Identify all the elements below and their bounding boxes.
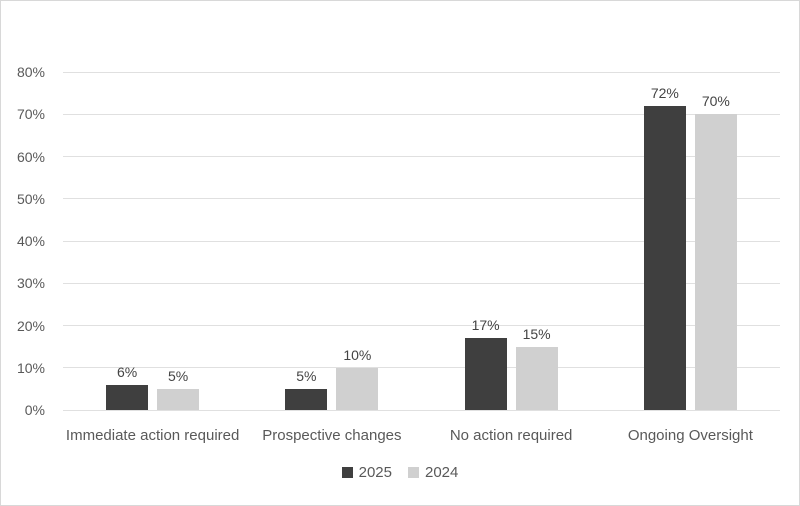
y-tick-label: 40% (16, 233, 45, 249)
category-label-3: No action required (449, 427, 573, 444)
bar-2024-2 (336, 367, 379, 410)
bar-2024-1 (157, 388, 200, 410)
legend-label-2025: 2025 (358, 464, 392, 481)
gridline-0 (63, 409, 780, 411)
bar-2025-2 (285, 388, 328, 410)
y-tick-label: 60% (16, 148, 45, 165)
y-tick-label: 0% (24, 402, 45, 418)
gridline-70 (63, 113, 780, 115)
gridline-60 (63, 156, 780, 157)
y-tick-label: 80% (16, 64, 45, 80)
bar-2024-3 (515, 346, 558, 410)
category-label-4: Ongoing Oversight (627, 427, 753, 444)
bar-2025-1 (106, 384, 149, 410)
gridline-20 (63, 325, 780, 326)
y-tick-label: 10% (16, 359, 45, 376)
legend-label-2024: 2024 (425, 464, 459, 481)
y-tick-label: 30% (16, 275, 45, 292)
data-label-2025-1: 6% (117, 363, 138, 380)
gridline-50 (63, 198, 780, 200)
data-label-2024-1: 5% (168, 367, 189, 384)
legend-item-2025: 2025 (341, 464, 392, 481)
bar-2025-4 (643, 105, 686, 410)
data-label-2024-3: 15% (522, 325, 551, 342)
data-label-2024-2: 10% (343, 346, 372, 363)
gridline-40 (63, 240, 780, 242)
gridline-80 (63, 71, 780, 73)
legend-swatch-2024 (408, 467, 419, 478)
bar-2024-4 (694, 114, 737, 410)
y-tick-label: 70% (16, 106, 45, 123)
y-tick-label: 50% (16, 190, 45, 207)
gridline-10 (63, 367, 780, 369)
data-label-2025-4: 72% (650, 84, 679, 101)
bar-2025-3 (464, 338, 507, 410)
category-label-1: Immediate action required (65, 427, 240, 444)
chart-legend: 2025 2024 (1, 464, 799, 481)
y-tick-label: 20% (16, 317, 45, 334)
legend-item-2024: 2024 (408, 464, 458, 481)
gridline-30 (63, 282, 780, 284)
data-label-2025-2: 5% (296, 367, 317, 384)
legend-swatch-2025 (341, 467, 353, 478)
data-label-2024-4: 70% (701, 93, 730, 110)
category-label-2: Prospective changes (262, 427, 402, 444)
data-label-2025-3: 17% (471, 317, 500, 334)
